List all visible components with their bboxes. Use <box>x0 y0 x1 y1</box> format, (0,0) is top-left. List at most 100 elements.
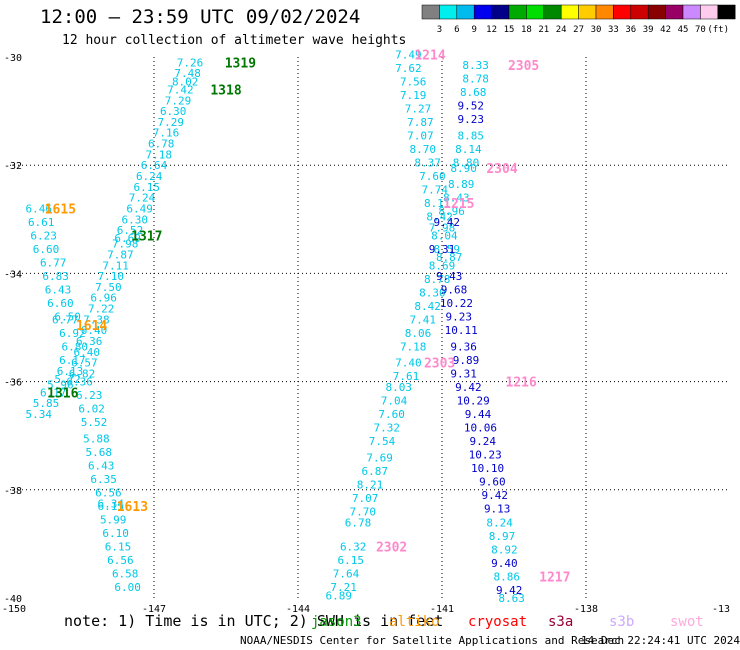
wave-height-label: 7.10 <box>98 270 125 283</box>
y-tick-label: -34 <box>4 269 22 280</box>
x-tick-label: -144 <box>286 604 310 615</box>
wave-height-label: 6.82 <box>69 367 96 380</box>
wave-height-label: 7.04 <box>381 395 408 408</box>
color-bin <box>717 4 736 20</box>
wave-height-label: 7.87 <box>407 116 434 129</box>
y-tick-label: -36 <box>4 378 22 389</box>
x-tick-label: -150 <box>2 604 26 615</box>
pass-id-label: 1615 <box>45 202 76 217</box>
wave-height-label: 8.37 <box>414 156 441 169</box>
wave-height-label: 6.78 <box>148 138 175 151</box>
wave-height-label: 5.72 <box>54 373 81 386</box>
wave-height-label: 6.36 <box>76 335 103 348</box>
wave-height-label: 8.86 <box>494 570 521 583</box>
wave-height-label: 6.17 <box>59 354 86 367</box>
wave-height-label: 6.69 <box>114 232 141 245</box>
wave-height-label: 8.30 <box>419 286 446 299</box>
pass-id-label: 1614 <box>76 319 107 334</box>
wave-height-label: 10.22 <box>440 297 473 310</box>
wave-height-label: 6.23 <box>30 230 57 243</box>
color-bin <box>473 4 492 20</box>
wave-height-label: 8.59 <box>434 243 461 256</box>
color-bin <box>700 4 719 20</box>
wave-height-label: 9.43 <box>436 270 463 283</box>
wave-height-label: 6.15 <box>98 500 125 513</box>
pass-id-label: 1317 <box>131 230 162 245</box>
wave-height-label: 8.70 <box>410 143 437 156</box>
color-bin-label: 18 <box>521 25 532 35</box>
wave-height-label: 9.42 <box>496 584 523 597</box>
color-bin-label: 39 <box>643 25 654 35</box>
wave-height-label: 8.14 <box>455 143 482 156</box>
generated-timestamp: 14 Dec 22:24:41 UTC 2024 <box>581 634 740 647</box>
color-bin <box>526 4 545 20</box>
wave-height-label: 5.88 <box>83 432 110 445</box>
wave-height-label: 6.57 <box>71 357 98 370</box>
pass-id-label: 1215 <box>443 197 474 212</box>
pass-id-label: 2303 <box>424 357 455 372</box>
pass-id-label: 2304 <box>486 162 517 177</box>
wave-height-label: 9.42 <box>455 381 482 394</box>
credit-line: NOAA/NESDIS Center for Satellite Applica… <box>240 634 625 647</box>
wave-height-label: 6.78 <box>345 516 372 529</box>
pass-annotations: 1319 1318 1317 1316 1615 1614 1613 1214 1215 1216… <box>45 48 571 585</box>
pass-id-label: 1319 <box>225 56 256 71</box>
wave-height-label: 10.06 <box>464 422 497 435</box>
color-bin-label: 45 <box>678 25 689 35</box>
color-bin <box>543 4 562 20</box>
color-bin <box>647 4 666 20</box>
wave-height-label: 7.87 <box>107 248 134 261</box>
wave-height-label: 7.50 <box>95 281 122 294</box>
wave-height-label: 6.56 <box>107 554 134 567</box>
wave-height-label: 8.87 <box>436 251 463 264</box>
wave-height-label: 7.60 <box>378 408 405 421</box>
wave-height-label: 7.61 <box>393 370 420 383</box>
legend-s3b: s3b <box>609 614 635 630</box>
pass-id-label: 1316 <box>47 386 78 401</box>
color-bin-label: 3 <box>437 25 442 35</box>
color-bin-label: 21 <box>538 25 549 35</box>
wave-height-label: 6.50 <box>54 311 81 324</box>
wave-height-label: 7.27 <box>405 102 432 115</box>
wave-height-label: 8.80 <box>453 156 480 169</box>
color-bin-label: 9 <box>471 25 476 35</box>
wave-height-label: 6.87 <box>362 465 389 478</box>
wave-height-label: 6.34 <box>98 497 125 510</box>
color-bin-label: 24 <box>556 25 567 35</box>
wave-height-label: 7.54 <box>369 435 396 448</box>
axis-tick-labels: -30 -32 -34 -36 -38 -40-150 -147 -144 -141 -138 -1… <box>2 53 730 615</box>
wave-height-label: 9.42 <box>434 216 461 229</box>
wave-height-label: 6.32 <box>340 541 367 554</box>
wave-height-label: 8.02 <box>172 75 199 88</box>
wave-height-label: 6.52 <box>117 224 144 237</box>
wave-height-label: 8.78 <box>424 273 451 286</box>
wave-height-label: 7.26 <box>177 56 204 69</box>
wave-height-label: 7.24 <box>129 192 156 205</box>
wave-height-label: 9.13 <box>484 503 511 516</box>
wave-height-label: 6.77 <box>40 257 67 270</box>
wave-height-label: 8.90 <box>450 162 477 175</box>
wave-height-label: 6.02 <box>78 403 105 416</box>
color-bin <box>456 4 475 20</box>
wave-height-label: 6.58 <box>112 568 139 581</box>
wave-height-label: 9.44 <box>465 408 492 421</box>
wave-height-label: 8.89 <box>448 178 475 191</box>
pass-id-label: 1613 <box>117 500 148 515</box>
wave-height-label: 6.56 <box>95 487 122 500</box>
wave-height-values: 7.267.488.027.427.296.307.297.166.787.18… <box>26 48 525 605</box>
color-bin <box>560 4 579 20</box>
wave-height-label: 6.40 <box>81 324 108 337</box>
wave-height-label: 8.06 <box>405 327 432 340</box>
color-bin <box>439 4 458 20</box>
wave-height-label: 6.24 <box>136 170 163 183</box>
wave-height-label: 10.29 <box>457 395 490 408</box>
wave-height-label: 7.11 <box>102 259 129 272</box>
wave-height-label: 7.56 <box>400 75 427 88</box>
legend-jason3: jason3 <box>311 614 362 630</box>
wave-height-label: 5.85 <box>33 397 60 410</box>
wave-height-label: 9.36 <box>450 340 477 353</box>
wave-height-label: 6.83 <box>42 270 69 283</box>
wave-height-label: 7.60 <box>419 170 446 183</box>
wave-height-label: 6.15 <box>134 181 161 194</box>
y-tick-label: -30 <box>4 53 22 64</box>
